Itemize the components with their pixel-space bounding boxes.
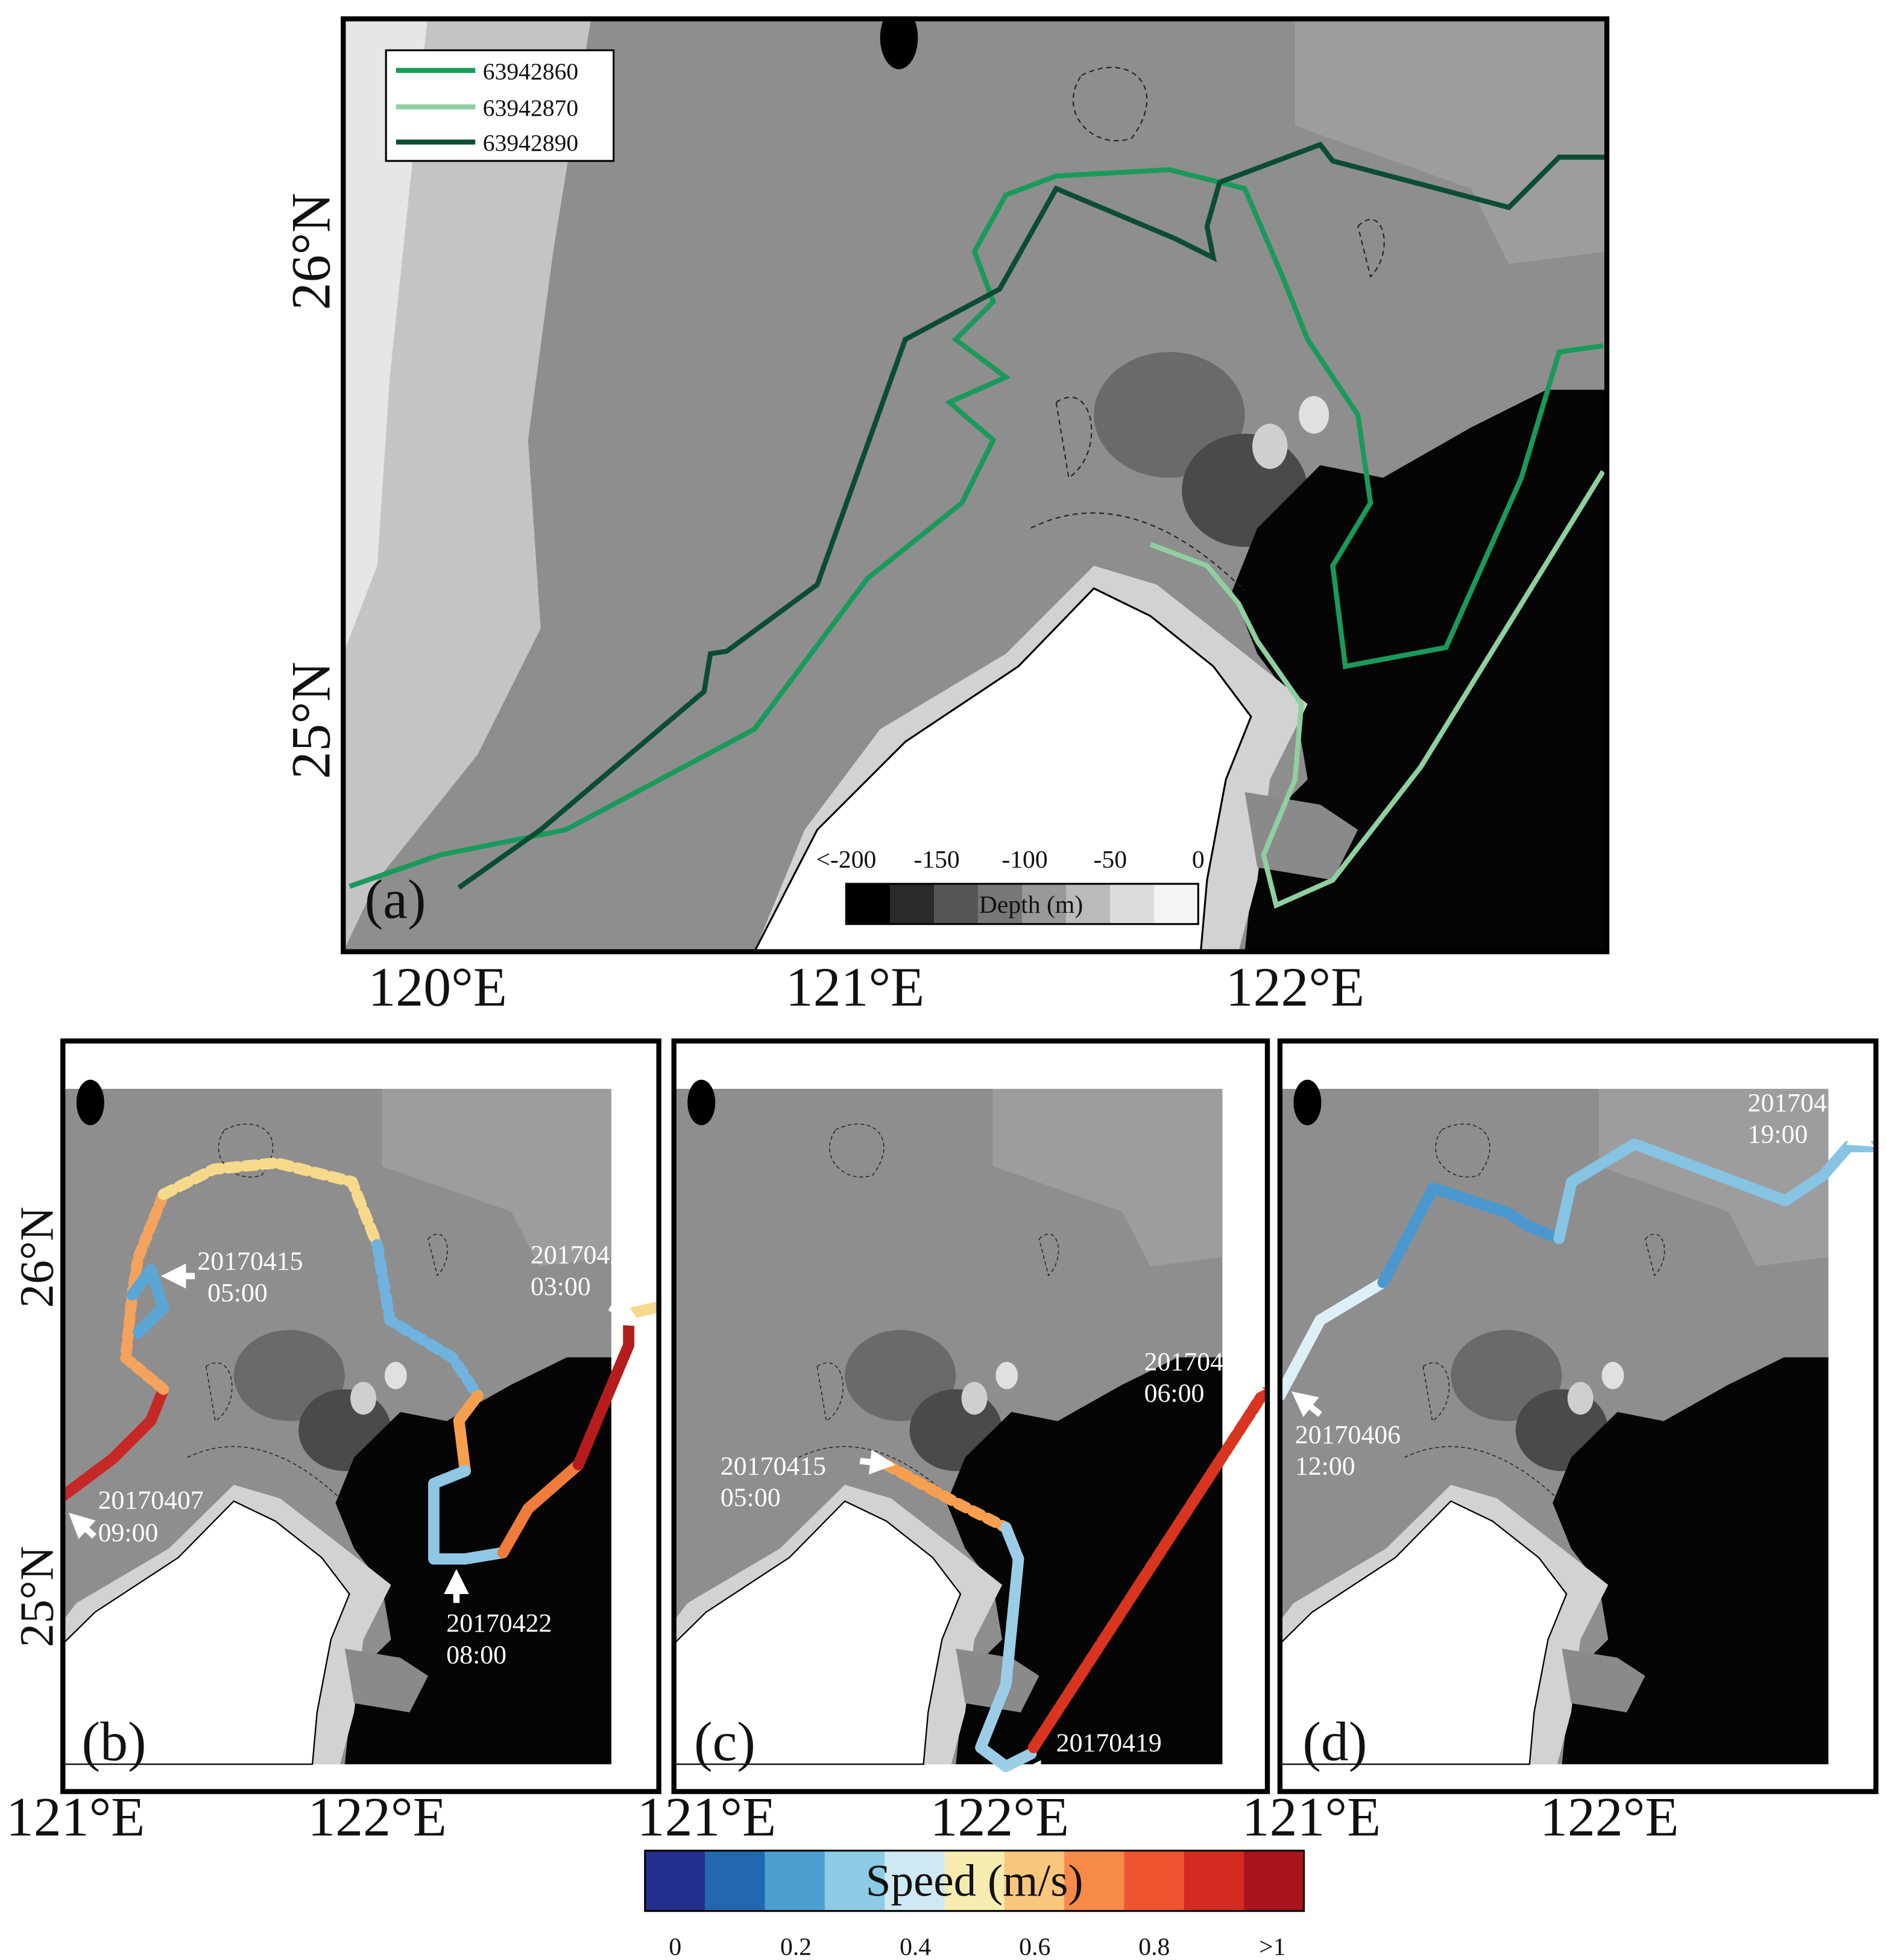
track-segment <box>623 1302 659 1320</box>
colorbar-swatch <box>1124 1850 1185 1911</box>
colorbar-label: 0.2 <box>780 1933 812 1960</box>
colorbar-swatch <box>705 1850 766 1911</box>
speed-colorbar <box>644 1850 1305 1912</box>
panel-a-map <box>343 19 1607 952</box>
annotation-time: 05:00 <box>721 1483 781 1512</box>
annotation-date: 20170406 <box>1295 1420 1401 1449</box>
colorbar-label: 0.6 <box>1019 1933 1050 1960</box>
colorbar-swatch <box>645 1850 706 1911</box>
annotation-date: 20170421 <box>1144 1347 1250 1376</box>
colorbar-label: -150 <box>913 846 959 874</box>
lat-label: 25°N <box>11 1546 64 1647</box>
lower-lon-labels: 121°E 122°E 121°E 122°E 121°E 122°E <box>6 1786 1679 1848</box>
panel-frames <box>60 1038 1879 1794</box>
panel-b-map <box>63 1079 613 1765</box>
track-segment <box>1027 1387 1268 1753</box>
panel-label: (d) <box>1302 1710 1367 1772</box>
arrows <box>68 1123 1875 1786</box>
colorbar-label: -100 <box>1001 846 1047 874</box>
colorbar-swatch <box>1004 1850 1065 1911</box>
track-segment <box>428 1465 509 1565</box>
track-segment <box>1377 1182 1565 1288</box>
track-segment <box>371 1239 484 1402</box>
colorbar-label: >1 <box>1259 1933 1285 1960</box>
annotation-time: 08:00 <box>446 1640 506 1669</box>
annotation-time: 06:00 <box>1144 1379 1205 1408</box>
lon-label: 122°E <box>1226 956 1364 1018</box>
annotation-date: 20170415 <box>197 1247 303 1276</box>
speed-tracks <box>63 1138 1876 1773</box>
annotation-date: 20170417 <box>1748 1088 1853 1117</box>
colorbar-label: 0.8 <box>1138 1933 1170 1960</box>
speed-colorbar-labels: 0 0.2 0.4 0.6 0.8 >1 <box>669 1933 1285 1960</box>
colorbar-frame <box>644 1850 1305 1912</box>
annotation-date: 20170415 <box>721 1452 826 1481</box>
lon-label: 122°E <box>930 1786 1069 1848</box>
annotations: 20170415 05:00 20170424 03:00 20170407 0… <box>98 1088 1853 1789</box>
colorbar-swatch <box>765 1850 825 1911</box>
lon-label: 121°E <box>786 956 924 1018</box>
track-63942870 <box>1149 470 1606 909</box>
panel-label: (b) <box>82 1710 147 1772</box>
annotation-time: 03:00 <box>531 1272 591 1301</box>
colorbar-swatch <box>1184 1850 1245 1911</box>
colorbar-label: 0 <box>1192 846 1205 874</box>
track-segment <box>453 1390 484 1477</box>
track-segment <box>63 1383 169 1502</box>
track-segment <box>1279 1276 1389 1402</box>
lat-label: 26°N <box>280 193 341 310</box>
colorbar-swatch <box>944 1850 1005 1911</box>
lon-label: 121°E <box>6 1786 145 1848</box>
annotation-time: 05:00 <box>207 1278 268 1307</box>
colorbar-swatch <box>1244 1850 1305 1911</box>
legend-label: 63942860 <box>483 58 578 84</box>
annotation-time: 09:00 <box>98 1519 159 1548</box>
track-segment <box>126 1264 169 1338</box>
lat-label: 26°N <box>11 1206 64 1308</box>
track-segment <box>880 1459 1012 1534</box>
lat-label: 25°N <box>280 662 341 780</box>
annotation-time: 12:00 <box>1295 1452 1355 1481</box>
track-segment <box>975 1522 1037 1773</box>
lon-label: 122°E <box>308 1786 446 1848</box>
annotation-date: 20170419 <box>1056 1728 1162 1757</box>
colorbar-label: <-200 <box>816 846 876 874</box>
annotation-time: 19:00 <box>1748 1120 1808 1149</box>
track-63942890 <box>457 141 1607 890</box>
lon-label: 122°E <box>1540 1786 1679 1848</box>
annotation-time: 12:00 <box>1056 1760 1117 1789</box>
track-segment <box>157 1157 383 1250</box>
annotation-date: 20170422 <box>446 1609 552 1638</box>
colorbar-title: Speed (m/s) <box>866 1856 1083 1906</box>
panel-label: (c) <box>694 1710 755 1772</box>
colorbar-label: 0 <box>669 1933 681 1960</box>
panel-a-frame <box>341 16 1610 954</box>
colorbar-label: 0.4 <box>900 1933 931 1960</box>
lon-label: 121°E <box>1242 1786 1381 1848</box>
colorbar-swatch <box>1064 1850 1125 1911</box>
annotation-date: 20170407 <box>98 1486 204 1514</box>
depth-colorbar: Depth (m) <-200 -150 -100 -50 0 <box>816 846 1205 925</box>
track-segment <box>497 1459 584 1558</box>
legend-label: 63942870 <box>483 95 578 121</box>
annotation-date: 20170424 <box>531 1241 636 1270</box>
panel-label: (a) <box>365 868 426 930</box>
colorbar-label: -50 <box>1094 846 1128 874</box>
colorbar-title: Depth (m) <box>979 891 1083 919</box>
legend: 63942860 63942870 63942890 <box>385 49 615 162</box>
colorbar-swatch <box>824 1850 886 1911</box>
colorbar-swatch <box>885 1850 945 1911</box>
lon-label: 121°E <box>637 1786 776 1848</box>
lon-label: 120°E <box>368 956 507 1018</box>
legend-label: 63942890 <box>483 130 578 156</box>
track-63942860 <box>348 167 1604 889</box>
